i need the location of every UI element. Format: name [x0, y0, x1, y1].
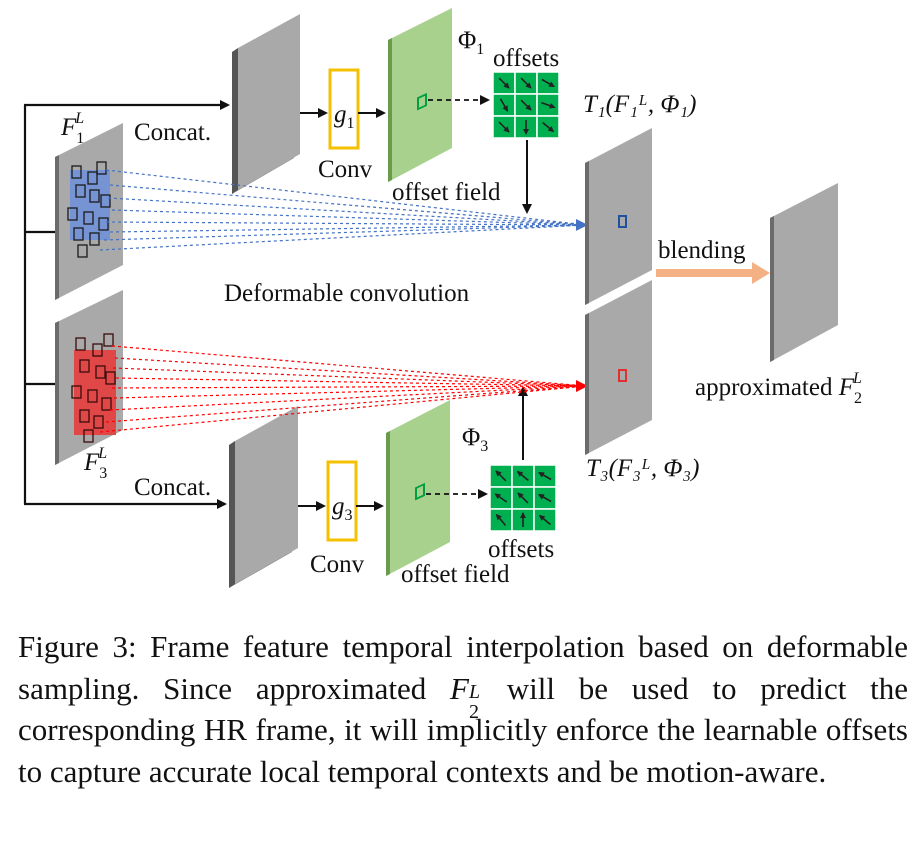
frame-f2-output [770, 183, 838, 362]
arrow-icon [499, 98, 509, 112]
sampling-line [113, 385, 587, 399]
conv-g1-box [328, 68, 360, 150]
label-g3: g3 [332, 493, 353, 524]
label-deformable-convolution: Deformable convolution [224, 280, 470, 307]
conv-g3-box [326, 460, 358, 542]
caption-math-sup: L [468, 680, 481, 703]
input-connector-lines [23, 100, 230, 509]
label-conv-top: Conv [318, 156, 373, 183]
frame-t3 [585, 280, 652, 455]
sampling-line [114, 357, 587, 387]
label-offset-field-top: offset field [392, 179, 501, 206]
caption-math-sub: 2 [468, 700, 479, 723]
arrow-icon [494, 493, 508, 503]
concat-stack-top [232, 14, 300, 194]
label-offset-field-bottom: offset field [401, 561, 510, 588]
red-sampling-lines [99, 345, 588, 433]
label-t1: T₁(F₁ᴸ, Φ₁) [583, 91, 696, 118]
sampling-line [111, 345, 587, 387]
offset-field-top [388, 8, 452, 182]
diagram-canvas: F1L F3L Concat. Concat. g1 g3 Conv Conv … [23, 8, 862, 588]
sampling-line [111, 380, 588, 393]
offset-grid-bottom [489, 464, 557, 532]
arrow-icon [498, 77, 510, 89]
sampling-line [105, 218, 588, 231]
arrow-icon [498, 121, 510, 133]
sampling-line [109, 224, 587, 233]
frame-t1 [585, 128, 652, 305]
sampling-line [105, 385, 587, 423]
caption-prefix: Figure 3: Frame feature temporal interpo… [18, 629, 908, 706]
label-concat-bottom: Concat. [134, 474, 211, 501]
arrow-icon [541, 101, 556, 109]
sampling-line [111, 209, 587, 226]
label-concat-top: Concat. [134, 119, 211, 146]
arrow-icon [495, 513, 507, 526]
arrow-icon [495, 470, 507, 482]
label-phi3: Φ3 [462, 424, 488, 455]
label-phi1: Φ1 [458, 27, 484, 58]
arrow-icon [516, 470, 529, 482]
label-approximated-f2: approximated F2L [695, 370, 862, 407]
arrow-icon [517, 492, 529, 504]
label-blending: blending [658, 237, 746, 264]
sampling-line [99, 385, 587, 433]
arrow-icon [520, 99, 532, 111]
label-f3: F3L [83, 445, 107, 482]
concat-stack-bottom [229, 406, 298, 588]
sampling-line [109, 184, 587, 226]
caption-suffix: will be used to predict the correspondin… [18, 670, 908, 789]
sampling-line [112, 367, 587, 387]
sampling-line [115, 377, 587, 387]
blue-sampling-lines [99, 169, 588, 251]
frame-f3 [55, 290, 123, 465]
arrow-icon [520, 77, 532, 89]
arrow-icon [538, 514, 551, 526]
sampling-line [103, 224, 587, 241]
caption-math-f: F [450, 670, 469, 706]
arrow-icon [542, 121, 555, 133]
arrow-icon [538, 493, 552, 503]
sampling-line [109, 385, 587, 411]
sampling-line [107, 197, 587, 226]
blending-arrow [656, 262, 770, 284]
arrow-icon [541, 78, 555, 88]
arrow-icon [538, 471, 552, 481]
label-f1: F1L [60, 110, 84, 147]
label-offsets-top: offsets [493, 45, 559, 72]
label-conv-bottom: Conv [310, 551, 365, 578]
offset-grid-top [492, 71, 560, 139]
figure-caption: Figure 3: Frame feature temporal interpo… [18, 626, 908, 792]
label-t3: T₃(F₃ᴸ, Φ₃) [586, 455, 699, 482]
sampling-line [105, 169, 587, 226]
label-offsets-bottom: offsets [488, 536, 554, 563]
frame-f1 [55, 123, 123, 300]
label-g1: g1 [334, 101, 355, 132]
offset-field-bottom [386, 400, 450, 576]
